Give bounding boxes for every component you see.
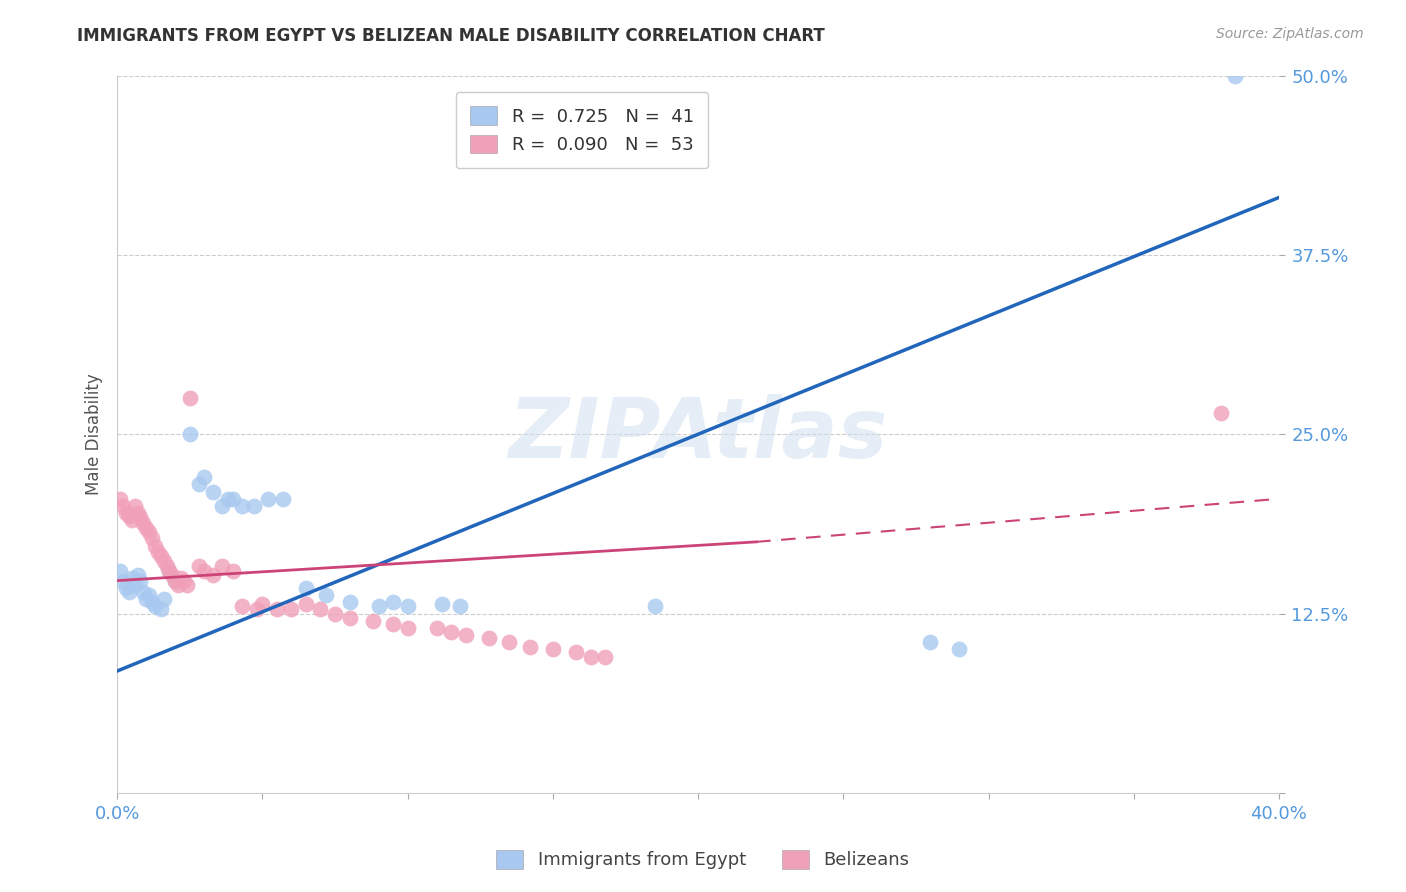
Point bbox=[115, 581, 138, 595]
Point bbox=[315, 588, 337, 602]
Point bbox=[295, 581, 318, 595]
Point bbox=[257, 491, 280, 506]
Point bbox=[217, 491, 239, 506]
Point bbox=[127, 506, 149, 520]
Point bbox=[271, 491, 294, 506]
Point bbox=[138, 588, 160, 602]
Point bbox=[1209, 406, 1232, 420]
Point bbox=[170, 571, 193, 585]
Point bbox=[141, 531, 163, 545]
Point bbox=[115, 506, 138, 520]
Point bbox=[478, 631, 501, 645]
Point bbox=[152, 592, 174, 607]
Point bbox=[159, 564, 181, 578]
Point bbox=[132, 516, 155, 531]
Point bbox=[280, 602, 302, 616]
Point bbox=[382, 595, 405, 609]
Point bbox=[948, 642, 970, 657]
Point bbox=[143, 539, 166, 553]
Point bbox=[176, 578, 198, 592]
Point bbox=[202, 567, 225, 582]
Point bbox=[165, 574, 187, 588]
Point bbox=[149, 602, 172, 616]
Point bbox=[920, 635, 942, 649]
Point bbox=[135, 520, 157, 534]
Point bbox=[396, 599, 419, 614]
Point bbox=[179, 427, 201, 442]
Point bbox=[152, 553, 174, 567]
Point bbox=[129, 574, 152, 588]
Text: IMMIGRANTS FROM EGYPT VS BELIZEAN MALE DISABILITY CORRELATION CHART: IMMIGRANTS FROM EGYPT VS BELIZEAN MALE D… bbox=[77, 27, 825, 45]
Point bbox=[146, 545, 169, 559]
Point bbox=[127, 567, 149, 582]
Point bbox=[129, 510, 152, 524]
Point bbox=[432, 597, 454, 611]
Point bbox=[121, 571, 143, 585]
Point bbox=[295, 597, 318, 611]
Point bbox=[323, 607, 346, 621]
Point bbox=[579, 649, 602, 664]
Point bbox=[440, 625, 463, 640]
Text: ZIPAtlas: ZIPAtlas bbox=[509, 393, 887, 475]
Point bbox=[231, 599, 253, 614]
Point bbox=[138, 524, 160, 539]
Point bbox=[159, 564, 181, 578]
Point bbox=[211, 559, 233, 574]
Point bbox=[222, 491, 245, 506]
Point bbox=[111, 574, 134, 588]
Point bbox=[211, 499, 233, 513]
Point bbox=[167, 578, 190, 592]
Text: Source: ZipAtlas.com: Source: ZipAtlas.com bbox=[1216, 27, 1364, 41]
Point bbox=[135, 592, 157, 607]
Point bbox=[396, 621, 419, 635]
Point bbox=[132, 585, 155, 599]
Point bbox=[165, 574, 187, 588]
Point bbox=[519, 640, 541, 654]
Point bbox=[193, 470, 215, 484]
Point bbox=[143, 599, 166, 614]
Point bbox=[124, 578, 146, 592]
Point bbox=[1225, 69, 1247, 83]
Point bbox=[339, 595, 361, 609]
Point bbox=[179, 392, 201, 406]
Point bbox=[426, 621, 449, 635]
Point bbox=[118, 585, 141, 599]
Point bbox=[242, 499, 264, 513]
Point bbox=[266, 602, 288, 616]
Point bbox=[498, 635, 520, 649]
Point bbox=[309, 602, 332, 616]
Point bbox=[108, 491, 131, 506]
Point bbox=[141, 595, 163, 609]
Point bbox=[108, 564, 131, 578]
Point bbox=[565, 645, 588, 659]
Legend: R =  0.725   N =  41, R =  0.090   N =  53: R = 0.725 N = 41, R = 0.090 N = 53 bbox=[456, 92, 709, 169]
Point bbox=[193, 564, 215, 578]
Point bbox=[231, 499, 253, 513]
Point bbox=[202, 484, 225, 499]
Point bbox=[187, 559, 209, 574]
Point bbox=[111, 499, 134, 513]
Point bbox=[454, 628, 477, 642]
Point bbox=[121, 513, 143, 527]
Point bbox=[252, 597, 274, 611]
Point bbox=[162, 567, 184, 582]
Point bbox=[118, 509, 141, 524]
Point bbox=[593, 649, 616, 664]
Point bbox=[149, 549, 172, 564]
Point bbox=[541, 642, 564, 657]
Point bbox=[187, 477, 209, 491]
Point bbox=[382, 616, 405, 631]
Point bbox=[339, 611, 361, 625]
Point bbox=[173, 574, 195, 588]
Legend: Immigrants from Egypt, Belizeans: Immigrants from Egypt, Belizeans bbox=[488, 841, 918, 879]
Point bbox=[361, 614, 384, 628]
Point bbox=[246, 602, 269, 616]
Point bbox=[367, 599, 389, 614]
Point bbox=[124, 499, 146, 513]
Point bbox=[222, 564, 245, 578]
Point bbox=[449, 599, 471, 614]
Y-axis label: Male Disability: Male Disability bbox=[86, 374, 103, 495]
Point bbox=[644, 599, 666, 614]
Point bbox=[155, 559, 177, 574]
